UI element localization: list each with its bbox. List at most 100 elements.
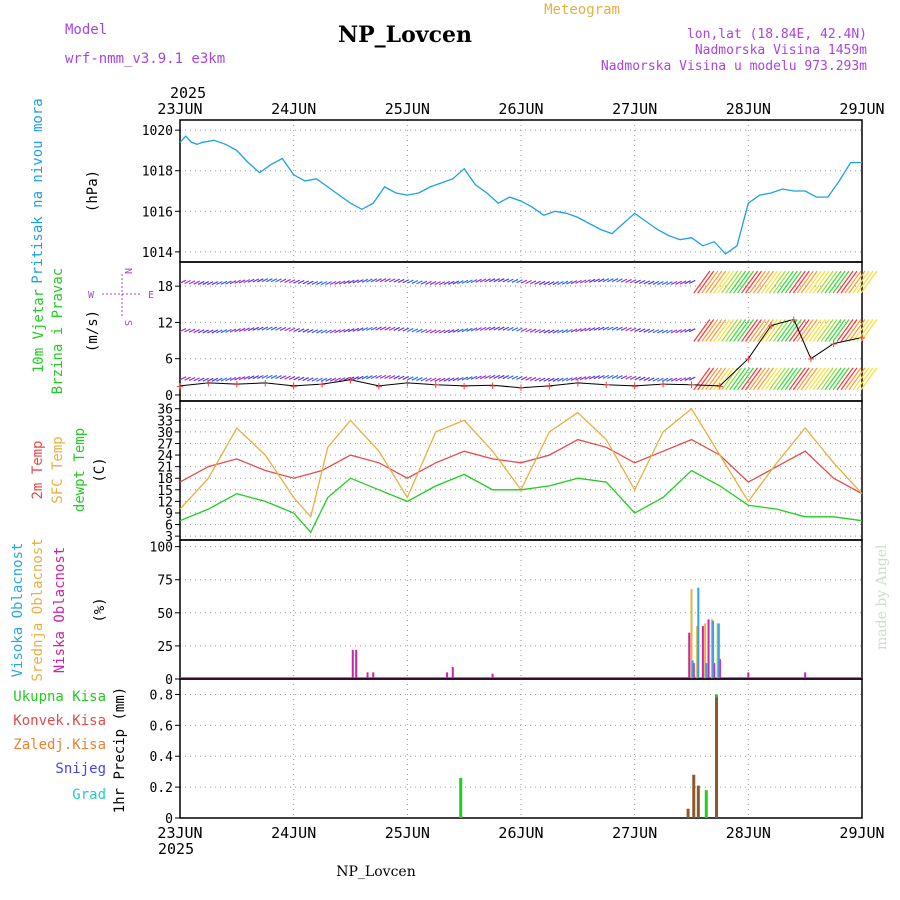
wind-barb (475, 327, 482, 332)
wind-barb (247, 327, 255, 332)
wind-barb (261, 326, 269, 331)
wind-barb (844, 367, 862, 391)
wind-barb (593, 326, 601, 331)
wind-barb (502, 326, 510, 331)
wind-barb (748, 270, 766, 294)
wind-barb (211, 329, 219, 334)
wind-barb (598, 374, 605, 380)
wind-barb (461, 328, 469, 333)
wind-barb (507, 326, 514, 331)
wind-barb (780, 367, 798, 391)
wind-barb (193, 280, 200, 285)
wind-barb (266, 326, 273, 331)
wind-barb (416, 377, 423, 382)
wind-barb (616, 375, 623, 380)
wind-barb (729, 270, 747, 294)
wind-barb (329, 377, 337, 382)
wind-barb (860, 319, 878, 342)
wind-barb (320, 377, 328, 382)
wind-barb (461, 376, 469, 381)
wind-barb (816, 319, 834, 342)
cloud-bar (692, 663, 695, 679)
wind-barb (666, 329, 673, 334)
wind-barb (611, 326, 619, 331)
wind-barb (370, 374, 378, 380)
wind-title-1: 10m Vjetar (31, 289, 47, 373)
wind-barb (701, 319, 719, 342)
wind-barb (784, 270, 802, 294)
cloud-bar (372, 672, 375, 679)
wind-barb (852, 367, 870, 391)
wind-barb (184, 279, 191, 285)
wind-barb (602, 374, 610, 379)
wind-barb (856, 270, 874, 294)
wind-barb (552, 377, 560, 382)
wind-barb (443, 280, 450, 286)
time-label-top: 27JUN (612, 100, 657, 118)
wind-barb (361, 375, 369, 380)
compass-s: S (122, 320, 133, 326)
wind-barb (334, 329, 341, 334)
wind-barb (552, 281, 560, 286)
wind-barb (566, 280, 573, 285)
wind-barb (745, 270, 762, 294)
wind-barb (525, 279, 532, 285)
wind-barb (357, 327, 364, 332)
wind-barb (575, 279, 582, 284)
wind-barb (820, 319, 838, 342)
wind-barb (828, 367, 846, 391)
wind-barb (629, 327, 637, 332)
wind-barb (675, 280, 682, 285)
credit-label: made by Angel (874, 544, 890, 650)
wind-barb (741, 367, 758, 391)
wind-gust-marker: + (631, 379, 638, 393)
wind-barb (733, 367, 751, 391)
wind-barb (457, 328, 464, 333)
wind-barb (466, 376, 473, 381)
wind-barb (756, 270, 774, 294)
wind-barb (737, 270, 755, 294)
wind-barb (179, 279, 187, 284)
wind-barb (548, 377, 555, 382)
wind-barb (411, 376, 419, 381)
wind-barb (257, 374, 264, 380)
cloud-bar (697, 587, 700, 679)
y-tick-label: 0.2 (150, 781, 173, 796)
wind-barb (648, 280, 655, 285)
panel-wind: 0 6 12 18 + + + + + + + + + + + + + + + + + + + + + + + + + + (157, 261, 878, 404)
wind-barb (579, 327, 587, 332)
wind-barb (561, 329, 569, 334)
wind-barb (529, 377, 537, 382)
wind-barb (320, 329, 328, 334)
wind-barb (756, 319, 774, 342)
wind-barb (705, 367, 723, 391)
wind-barb (543, 377, 551, 382)
cloud-high-title: Visoka Oblacnost (10, 543, 26, 678)
wind-gust-marker: + (205, 376, 212, 390)
temp-unit: (C) (92, 457, 108, 482)
wind-barb (320, 281, 328, 286)
wind-barb (675, 329, 682, 334)
wind-barb (816, 367, 834, 391)
wind-barb (352, 279, 360, 284)
wind-barb (266, 374, 273, 379)
precip-bar (715, 697, 719, 818)
wind-barb (593, 375, 601, 380)
wind-barb (697, 270, 715, 294)
y-tick-label: 1014 (142, 246, 173, 261)
wind-barb (434, 329, 441, 334)
wind-barb (447, 377, 455, 382)
wind-barb (266, 278, 273, 283)
wind-barb (357, 279, 364, 284)
wind-barb (384, 326, 391, 331)
wind-barb (688, 376, 696, 381)
temp-line-1 (179, 407, 863, 519)
wind-barb (820, 270, 838, 294)
wind-barb (552, 329, 560, 334)
time-label-top: 26JUN (498, 100, 543, 118)
wind-barb (188, 280, 196, 285)
temp-sfc-title: SFC Temp (50, 436, 66, 503)
time-label-bottom: 23JUN (157, 824, 202, 842)
wind-barb (288, 375, 296, 381)
panel-frame (179, 678, 863, 819)
